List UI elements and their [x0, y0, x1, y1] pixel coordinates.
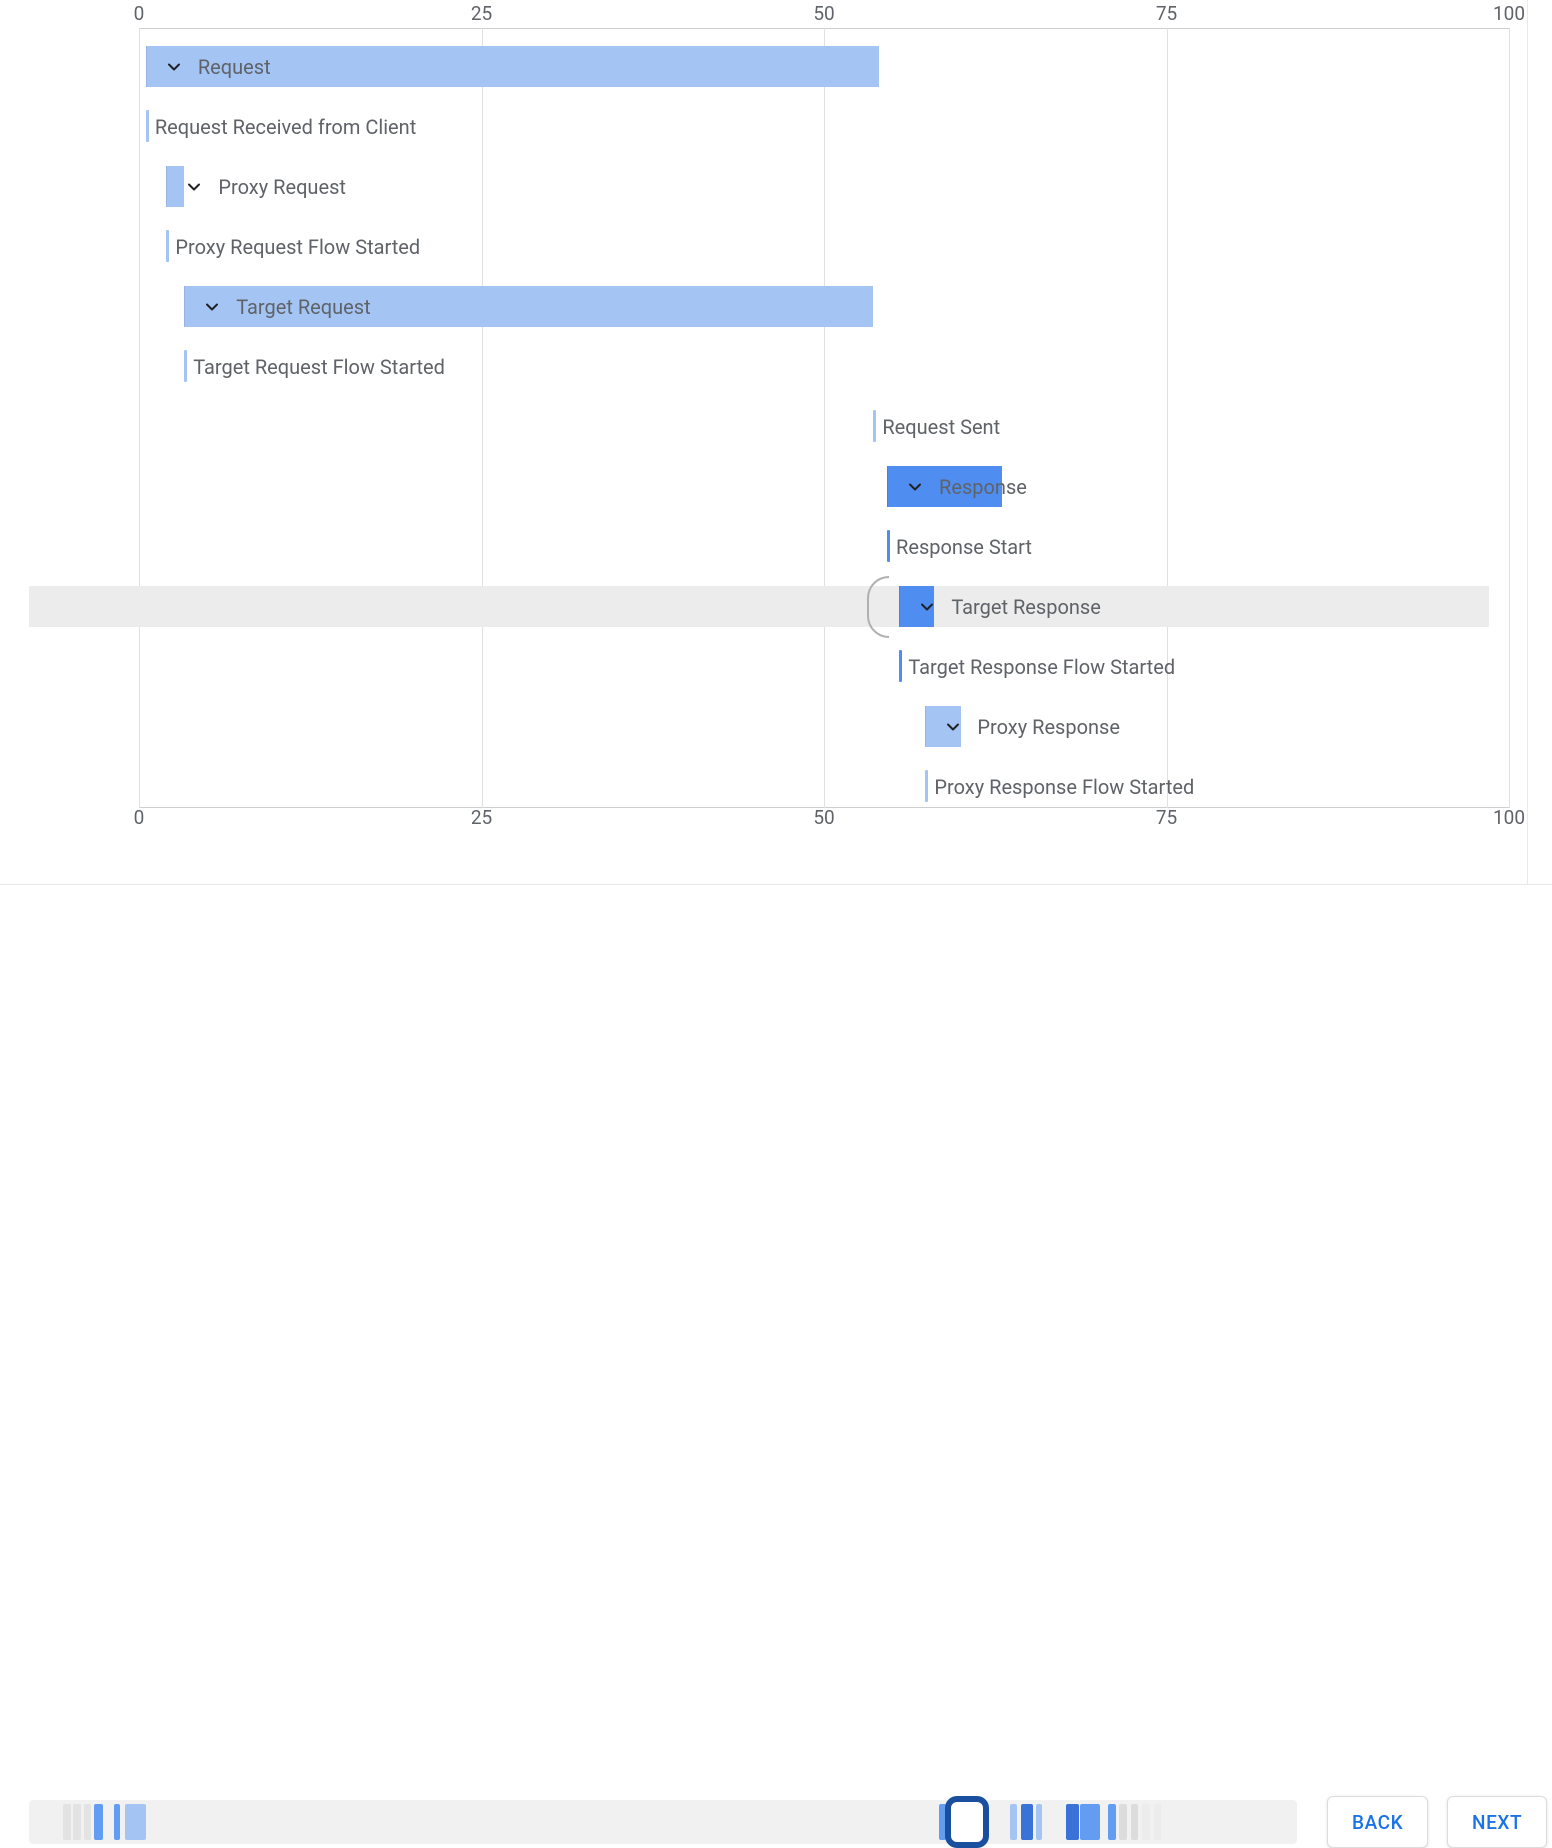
event-tick: [166, 230, 169, 262]
minimap[interactable]: [29, 1800, 1297, 1844]
event-tick: [184, 350, 187, 382]
row-content: Request Received from Client: [155, 106, 416, 147]
row-label: Proxy Response: [977, 715, 1120, 739]
plot-area: Request Request Received from Client Proxy…: [139, 28, 1509, 808]
minimap-bar: [1154, 1804, 1162, 1840]
event-tick: [899, 650, 902, 682]
timeline-row: Response Start: [139, 526, 1509, 567]
timeline-row: Request Received from Client: [139, 106, 1509, 147]
chevron-down-icon[interactable]: [943, 717, 963, 737]
row-label: Target Request: [236, 295, 370, 319]
timeline-row[interactable]: Target Request: [139, 286, 1509, 327]
timeline-row: Proxy Response Flow Started: [139, 766, 1509, 807]
footer: BACK NEXT: [0, 884, 1552, 986]
timeline-row: Target Response Flow Started: [139, 646, 1509, 687]
minimap-bar: [1066, 1804, 1079, 1840]
timeline-row[interactable]: Proxy Request: [139, 166, 1509, 207]
minimap-bar: [114, 1804, 120, 1840]
axis-tick-bottom: 75: [1156, 806, 1177, 829]
row-highlight: [29, 586, 1489, 627]
row-content: Proxy Response Flow Started: [934, 766, 1194, 807]
row-label: Proxy Response Flow Started: [934, 775, 1194, 799]
row-content: Request Sent: [882, 406, 1000, 447]
timeline-row: Request Sent: [139, 406, 1509, 447]
right-divider: [1527, 0, 1528, 884]
row-content: Target Response Flow Started: [908, 646, 1175, 687]
row-label: Response: [939, 475, 1027, 499]
row-label: Target Request Flow Started: [193, 355, 445, 379]
timeline-row[interactable]: Response: [139, 466, 1509, 507]
timeline-chart: Request Request Received from Client Proxy…: [29, 0, 1527, 820]
minimap-bar: [1036, 1804, 1042, 1840]
next-button-label: NEXT: [1472, 1811, 1522, 1834]
minimap-bar: [1010, 1804, 1016, 1840]
event-tick: [873, 410, 876, 442]
minimap-bar: [1108, 1804, 1116, 1840]
row-content: Proxy Request: [184, 166, 346, 207]
back-button-label: BACK: [1352, 1811, 1403, 1834]
row-content: Target Request Flow Started: [193, 346, 445, 387]
timeline-row[interactable]: Target Response: [139, 586, 1509, 627]
axis-tick-top: 50: [813, 2, 834, 25]
timeline-row: Target Request Flow Started: [139, 346, 1509, 387]
row-label: Request Received from Client: [155, 115, 416, 139]
row-content: Target Request: [202, 286, 370, 327]
row-content: Response Start: [896, 526, 1032, 567]
row-content: Proxy Request Flow Started: [175, 226, 420, 267]
minimap-bar: [1080, 1804, 1100, 1840]
timeline-row: Proxy Request Flow Started: [139, 226, 1509, 267]
event-tick: [925, 770, 928, 802]
next-button[interactable]: NEXT: [1447, 1796, 1547, 1848]
grid-line: [1509, 28, 1510, 808]
row-label: Proxy Request: [218, 175, 346, 199]
row-label: Request: [198, 55, 271, 79]
chevron-down-icon[interactable]: [184, 177, 204, 197]
minimap-bar: [125, 1804, 145, 1840]
row-label: Target Response Flow Started: [908, 655, 1175, 679]
chevron-down-icon[interactable]: [164, 57, 184, 77]
minimap-handle[interactable]: [945, 1796, 989, 1848]
chevron-down-icon[interactable]: [905, 477, 925, 497]
event-tick: [146, 110, 149, 142]
row-label: Proxy Request Flow Started: [175, 235, 420, 259]
axis-tick-bottom: 100: [1493, 806, 1525, 829]
minimap-bar: [84, 1804, 92, 1840]
back-button[interactable]: BACK: [1327, 1796, 1428, 1848]
minimap-bar: [1021, 1804, 1034, 1840]
chevron-down-icon[interactable]: [917, 597, 937, 617]
minimap-bar: [94, 1804, 103, 1840]
axis-tick-top: 100: [1493, 2, 1525, 25]
timeline-row[interactable]: Proxy Response: [139, 706, 1509, 747]
row-content: Response: [905, 466, 1027, 507]
minimap-bar: [73, 1804, 81, 1840]
row-content: Proxy Response: [943, 706, 1120, 747]
span-bar[interactable]: [166, 166, 184, 207]
minimap-bar: [1119, 1804, 1127, 1840]
axis-tick-bottom: 25: [471, 806, 492, 829]
row-label: Target Response: [951, 595, 1101, 619]
axis-tick-top: 75: [1156, 2, 1177, 25]
axis-tick-bottom: 0: [134, 806, 145, 829]
axis-tick-bottom: 50: [813, 806, 834, 829]
axis-tick-top: 0: [134, 2, 145, 25]
row-label: Response Start: [896, 535, 1032, 559]
cursor-trail: [867, 576, 889, 638]
minimap-bar: [1131, 1804, 1139, 1840]
minimap-bar: [63, 1804, 71, 1840]
row-content: Request: [164, 46, 271, 87]
axis-tick-top: 25: [471, 2, 492, 25]
timeline-row[interactable]: Request: [139, 46, 1509, 87]
event-tick: [887, 530, 890, 562]
minimap-bar: [1142, 1804, 1150, 1840]
row-label: Request Sent: [882, 415, 1000, 439]
chevron-down-icon[interactable]: [202, 297, 222, 317]
row-content: Target Response: [917, 586, 1101, 627]
